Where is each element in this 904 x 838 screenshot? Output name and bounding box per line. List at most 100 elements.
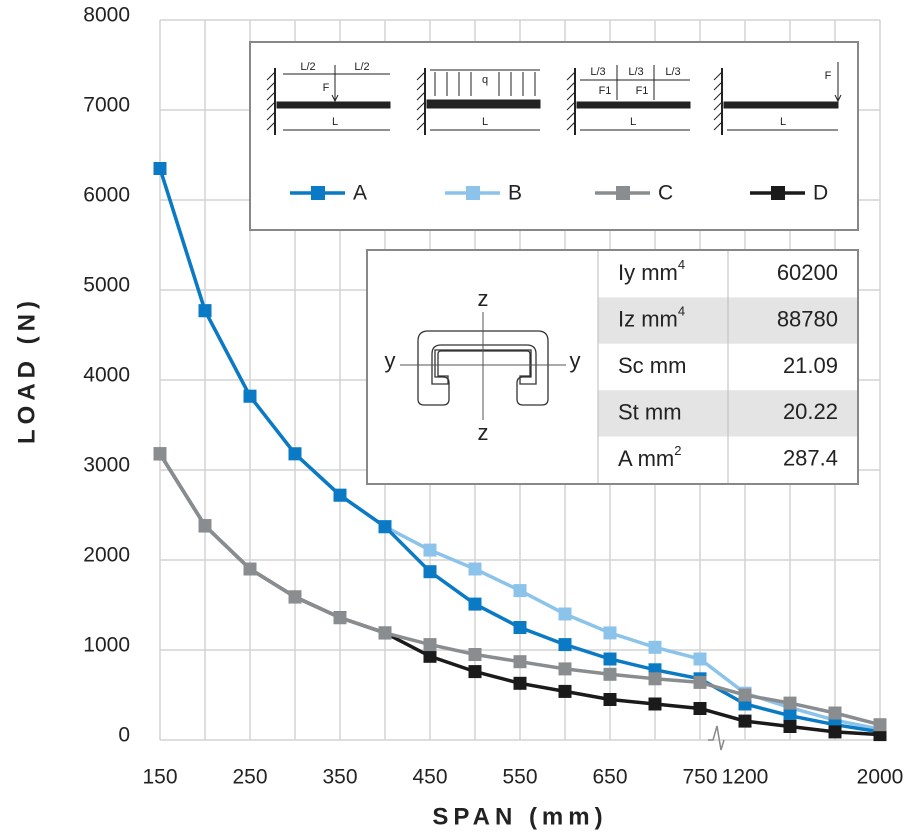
- x-tick-label: 150: [142, 766, 177, 789]
- x-tick-label: 350: [322, 766, 357, 789]
- row-value: 88780: [777, 306, 838, 331]
- diagram-label: L/3: [628, 66, 643, 78]
- marker: [513, 655, 527, 669]
- diagram-label: F: [323, 82, 330, 94]
- row-label: A mm2: [618, 443, 681, 470]
- diagram-label: L: [630, 116, 636, 128]
- marker: [333, 488, 347, 502]
- marker: [423, 649, 437, 663]
- marker: [648, 697, 662, 711]
- cross-section: [400, 312, 566, 420]
- row-value: 21.09: [783, 353, 838, 378]
- diagram-label: L/2: [354, 61, 369, 73]
- diagram-label: L: [332, 116, 338, 128]
- diagram-art: [266, 62, 842, 135]
- diagram-label: L: [482, 116, 488, 128]
- legend-items: A B C D: [290, 182, 828, 205]
- superscript: 4: [678, 258, 685, 273]
- marker: [288, 590, 302, 604]
- y-tick-label: 5000: [83, 274, 130, 297]
- superscript: 4: [678, 304, 685, 319]
- marker: [468, 562, 482, 576]
- marker: [603, 667, 617, 681]
- marker: [198, 304, 212, 318]
- marker: [783, 696, 797, 710]
- superscript: 2: [674, 443, 681, 458]
- axis-name: y: [385, 348, 396, 373]
- y-tick-label: 1000: [83, 634, 130, 657]
- marker: [693, 702, 707, 715]
- x-tick-label: 450: [412, 766, 447, 789]
- row-value: 20.22: [783, 399, 838, 424]
- marker: [513, 621, 527, 634]
- marker: [423, 638, 437, 652]
- axis-name: z: [478, 420, 489, 445]
- marker: [783, 709, 797, 723]
- legend-box: [249, 41, 859, 231]
- marker: [333, 611, 347, 625]
- label: Sc mm: [618, 353, 686, 378]
- legend-label: D: [813, 182, 828, 205]
- marker: [153, 447, 167, 461]
- row-label: St mm: [618, 399, 682, 424]
- marker: [288, 447, 302, 461]
- marker: [648, 672, 662, 686]
- x-tick-label: 650: [592, 766, 627, 789]
- y-tick-label: 4000: [83, 364, 130, 387]
- marker: [693, 675, 707, 689]
- x-tick-label: 750: [682, 766, 717, 789]
- legend: L/2 L/2 F L q L L/3 L/3 L/3 F1 F1 L F L …: [249, 41, 859, 231]
- diagram-label: L/3: [665, 66, 680, 78]
- marker: [153, 162, 167, 175]
- axis-break: [708, 725, 725, 751]
- marker: [378, 626, 392, 640]
- marker: [423, 565, 437, 579]
- row-label: Iy mm4: [618, 258, 685, 285]
- y-tick-label: 3000: [83, 454, 130, 477]
- marker: [873, 718, 887, 732]
- label: Iy mm: [618, 260, 678, 285]
- diagram-label: L: [780, 116, 786, 128]
- marker: [558, 638, 572, 652]
- x-tick-label: 1200: [722, 766, 769, 789]
- marker: [468, 665, 482, 679]
- marker: [873, 728, 887, 742]
- marker: [423, 543, 437, 557]
- marker: [558, 607, 572, 621]
- y-tick-label: 6000: [83, 184, 130, 207]
- marker: [468, 597, 482, 611]
- legend-label: A: [353, 182, 367, 205]
- row-value: 287.4: [783, 446, 838, 471]
- legend-marker: [771, 186, 785, 200]
- x-tick-label: 550: [502, 766, 537, 789]
- label: A mm: [618, 446, 674, 471]
- x-axis-label: SPAN (mm): [432, 803, 607, 830]
- marker: [603, 652, 617, 666]
- marker: [243, 562, 257, 576]
- marker: [648, 640, 662, 654]
- diagram-label: L/3: [590, 66, 605, 78]
- row-label: Iz mm4: [618, 304, 685, 331]
- marker: [783, 720, 797, 733]
- marker: [603, 693, 617, 706]
- marker: [513, 676, 527, 690]
- axis-name: z: [478, 286, 489, 311]
- marker: [558, 684, 572, 698]
- legend-label: B: [508, 182, 522, 205]
- row-value: 60200: [777, 260, 838, 285]
- diagram-label: L/2: [300, 61, 315, 73]
- x-tick-label: 2000: [857, 766, 904, 789]
- y-axis-label: LOAD (N): [13, 296, 40, 444]
- marker: [738, 688, 752, 702]
- x-tick-label: 250: [232, 766, 267, 789]
- legend-marker: [466, 186, 480, 200]
- diagram-label: F1: [599, 85, 612, 97]
- diagram-label: F1: [636, 85, 649, 97]
- legend-label: C: [658, 182, 673, 205]
- diagram-label: q: [482, 74, 488, 86]
- axis-name: y: [570, 348, 581, 373]
- legend-marker: [616, 186, 630, 200]
- row-label: Sc mm: [618, 353, 686, 378]
